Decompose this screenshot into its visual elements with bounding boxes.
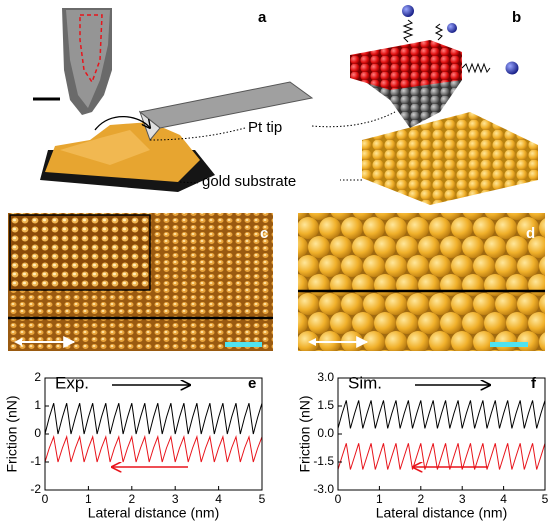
y-tick-label: 1.5 [317,398,334,412]
y-tick-label: 2 [34,370,41,384]
data-line [45,437,262,462]
y-tick-label: -1.5 [313,454,334,468]
x-tick-label: 5 [542,492,548,506]
gold-slab [362,112,538,205]
x-axis-label: Lateral distance (nm) [88,505,220,521]
annotation: Pt tip [248,119,282,136]
scale-bar [225,342,262,347]
y-tick-label: -2 [30,482,41,496]
y-axis-label: Friction (nN) [297,395,313,472]
x-tick-label: 0 [42,492,49,506]
y-tick-label: -3.0 [313,482,334,496]
data-line [338,443,545,469]
panel-label: d [526,225,535,242]
plot-frame [45,378,262,490]
spring [404,20,412,42]
panel-label: b [512,9,521,26]
afm-inset [10,215,150,290]
data-line [45,403,262,434]
plot-frame [338,378,545,490]
cantilever [140,82,312,128]
atom-model [298,213,545,351]
annotation: gold substrate [202,173,296,190]
panel-label: e [248,375,256,392]
y-tick-label: 0 [34,426,41,440]
y-axis-label: Friction (nN) [4,395,20,472]
panel-a: a [33,8,312,192]
spring [462,64,490,72]
bead [447,23,457,33]
y-tick-label: 1 [34,398,41,412]
tip-leader [312,112,395,127]
x-axis-label: Lateral distance (nm) [376,505,508,521]
scale-bar [490,342,528,347]
panel-label: c [260,225,268,242]
x-tick-label: 0 [335,492,342,506]
panel-c: c [8,213,273,351]
bead [402,5,414,17]
y-tick-label: 0.0 [317,426,334,440]
x-tick-label: 5 [259,492,266,506]
chart-title: Sim. [348,373,382,392]
data-line [338,400,545,428]
panel-d: d [298,213,545,351]
bead [506,62,519,75]
y-tick-label: -1 [30,454,41,468]
figure: a b Pt tip gold substrate c d [0,0,548,521]
panel-label: a [258,9,267,26]
spring [436,24,442,40]
chart-title: Exp. [55,373,89,392]
y-tick-label: 3.0 [317,370,334,384]
